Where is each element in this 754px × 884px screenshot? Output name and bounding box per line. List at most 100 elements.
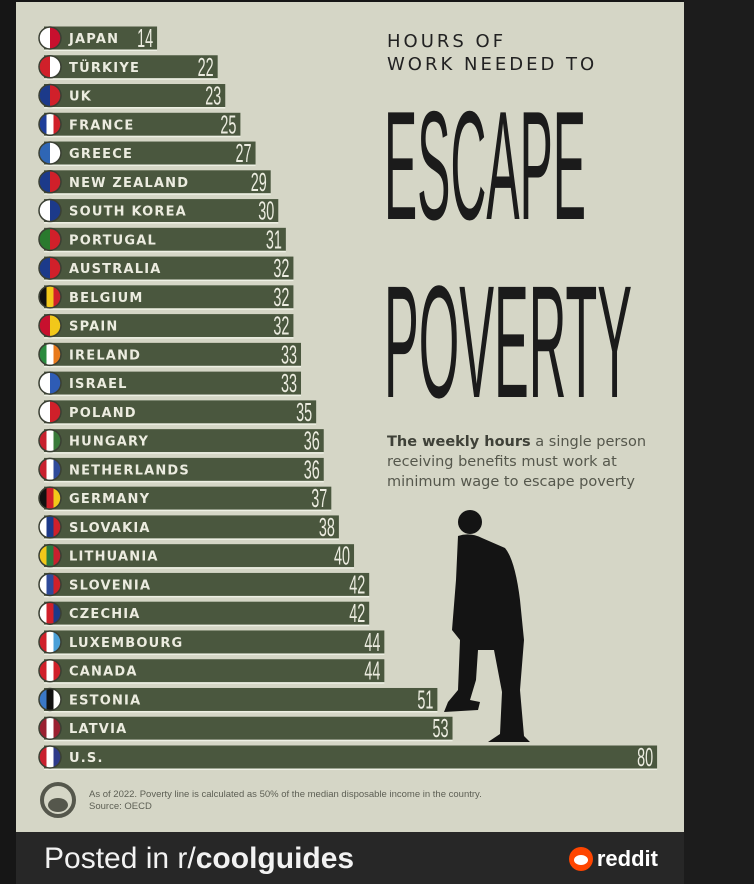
flag-icon bbox=[38, 371, 62, 395]
bar-highlight bbox=[44, 365, 302, 368]
subreddit-name: coolguides bbox=[195, 842, 355, 875]
bar-row: GREECE 27 bbox=[38, 138, 256, 168]
title-poverty: POVERTY bbox=[384, 252, 632, 431]
share-footer: Posted in r/coolguides reddit bbox=[16, 832, 684, 884]
bar-row: AUSTRALIA 32 bbox=[38, 253, 294, 283]
bar-label: TÜRKIYE bbox=[69, 60, 140, 76]
flag-icon bbox=[38, 400, 62, 424]
bar-value: 35 bbox=[296, 397, 312, 427]
flag-icon bbox=[38, 170, 62, 194]
bar-highlight bbox=[44, 423, 317, 425]
bar-highlight bbox=[44, 135, 241, 138]
flag-icon bbox=[38, 112, 62, 137]
bar-highlight bbox=[44, 222, 279, 224]
source: Source: OECD bbox=[89, 801, 152, 812]
footnote: As of 2022. Poverty line is calculated a… bbox=[89, 789, 482, 800]
bar-value: 36 bbox=[304, 426, 320, 456]
bar-label: SPAIN bbox=[69, 320, 118, 335]
bar-label: SOUTH KOREA bbox=[69, 205, 187, 220]
bar bbox=[44, 544, 355, 568]
bar-row: HUNGARY 36 bbox=[38, 426, 324, 456]
bar-row: U.S. 80 bbox=[38, 742, 658, 772]
bar-label: IRELAND bbox=[69, 348, 141, 363]
chart-subtitle: The weekly hours a single person receivi… bbox=[387, 432, 677, 492]
bar-highlight bbox=[44, 78, 218, 80]
bar-row: NETHERLANDS 36 bbox=[38, 454, 324, 484]
bar-row: LITHUANIA 40 bbox=[38, 541, 355, 571]
chart-title: HOURS OF WORK NEEDED TO ESCAPE POVERTY bbox=[384, 31, 632, 431]
bar-highlight bbox=[44, 480, 324, 483]
bar-value: 22 bbox=[198, 52, 214, 82]
bar-label: SLOVAKIA bbox=[69, 521, 151, 536]
bar-highlight bbox=[44, 538, 339, 540]
flag-icon bbox=[38, 716, 62, 740]
bar bbox=[44, 256, 294, 280]
flag-icon bbox=[38, 285, 62, 309]
bar-label: LATVIA bbox=[69, 722, 127, 737]
bar-highlight bbox=[44, 739, 453, 742]
bar-highlight bbox=[44, 279, 294, 282]
bar-label: CANADA bbox=[69, 665, 138, 680]
bar-highlight bbox=[44, 624, 370, 627]
bar bbox=[44, 170, 271, 194]
bar-value: 29 bbox=[251, 167, 267, 197]
bar-row: NEW ZEALAND 29 bbox=[38, 167, 271, 197]
flag-icon bbox=[38, 745, 62, 769]
bar-label: JAPAN bbox=[68, 32, 119, 47]
title-escape: ESCAPE bbox=[384, 79, 586, 252]
bar-value: 27 bbox=[236, 138, 252, 168]
bar-label: LITHUANIA bbox=[69, 550, 159, 565]
bar-highlight bbox=[44, 337, 294, 339]
footer-logo-icon bbox=[40, 782, 76, 818]
bar-highlight bbox=[44, 164, 256, 167]
reddit-logo[interactable]: reddit bbox=[568, 846, 658, 872]
posted-in-link[interactable]: Posted in r/coolguides bbox=[44, 842, 354, 876]
bar-row: ISRAEL 33 bbox=[38, 368, 302, 398]
bar bbox=[44, 371, 302, 395]
chart-note: As of 2022. Poverty line is calculated a… bbox=[89, 789, 482, 813]
bar-value: 31 bbox=[266, 224, 282, 254]
bar-highlight bbox=[44, 394, 302, 397]
bar bbox=[44, 112, 241, 136]
bar bbox=[44, 55, 218, 79]
bar-highlight bbox=[44, 710, 438, 713]
man-silhouette-icon bbox=[444, 510, 530, 742]
bar-label: SLOVENIA bbox=[69, 578, 151, 593]
bar bbox=[44, 486, 332, 510]
bar bbox=[44, 314, 294, 338]
bar bbox=[44, 515, 339, 539]
bar-value: 33 bbox=[281, 339, 297, 369]
bar-highlight bbox=[44, 653, 385, 655]
bar-row: LUXEMBOURG 44 bbox=[38, 627, 385, 657]
bar-row: UK 23 bbox=[38, 81, 226, 111]
bar-label: HUNGARY bbox=[69, 435, 149, 450]
bar-row: SOUTH KOREA 30 bbox=[38, 196, 279, 226]
bar-row: BELGIUM 32 bbox=[38, 282, 294, 312]
bar bbox=[44, 659, 385, 683]
flag-icon bbox=[38, 227, 62, 252]
bar bbox=[44, 429, 324, 453]
flag-icon bbox=[38, 601, 62, 625]
bar-value: 36 bbox=[304, 454, 320, 484]
bar-row: POLAND 35 bbox=[38, 397, 317, 427]
bar-highlight bbox=[44, 682, 385, 684]
bar bbox=[44, 285, 294, 309]
bar-value: 32 bbox=[273, 282, 289, 312]
bar bbox=[44, 457, 324, 481]
bar-value: 30 bbox=[258, 196, 274, 226]
bar-value: 51 bbox=[417, 684, 433, 714]
bar bbox=[44, 572, 370, 596]
bar-row: ESTONIA 51 bbox=[38, 684, 438, 714]
bar bbox=[44, 199, 279, 223]
bar-row: SPAIN 32 bbox=[38, 311, 294, 341]
reddit-snoo-icon bbox=[568, 847, 593, 871]
bar-value: 80 bbox=[637, 742, 653, 772]
flag-icon bbox=[38, 687, 62, 712]
bar-value: 53 bbox=[433, 713, 449, 743]
bar-label: NEW ZEALAND bbox=[69, 176, 189, 191]
bar-label: GREECE bbox=[69, 147, 133, 162]
bar-label: ISRAEL bbox=[69, 377, 128, 392]
bar-label: POLAND bbox=[69, 406, 137, 421]
bar-row: JAPAN 14 bbox=[38, 23, 158, 53]
